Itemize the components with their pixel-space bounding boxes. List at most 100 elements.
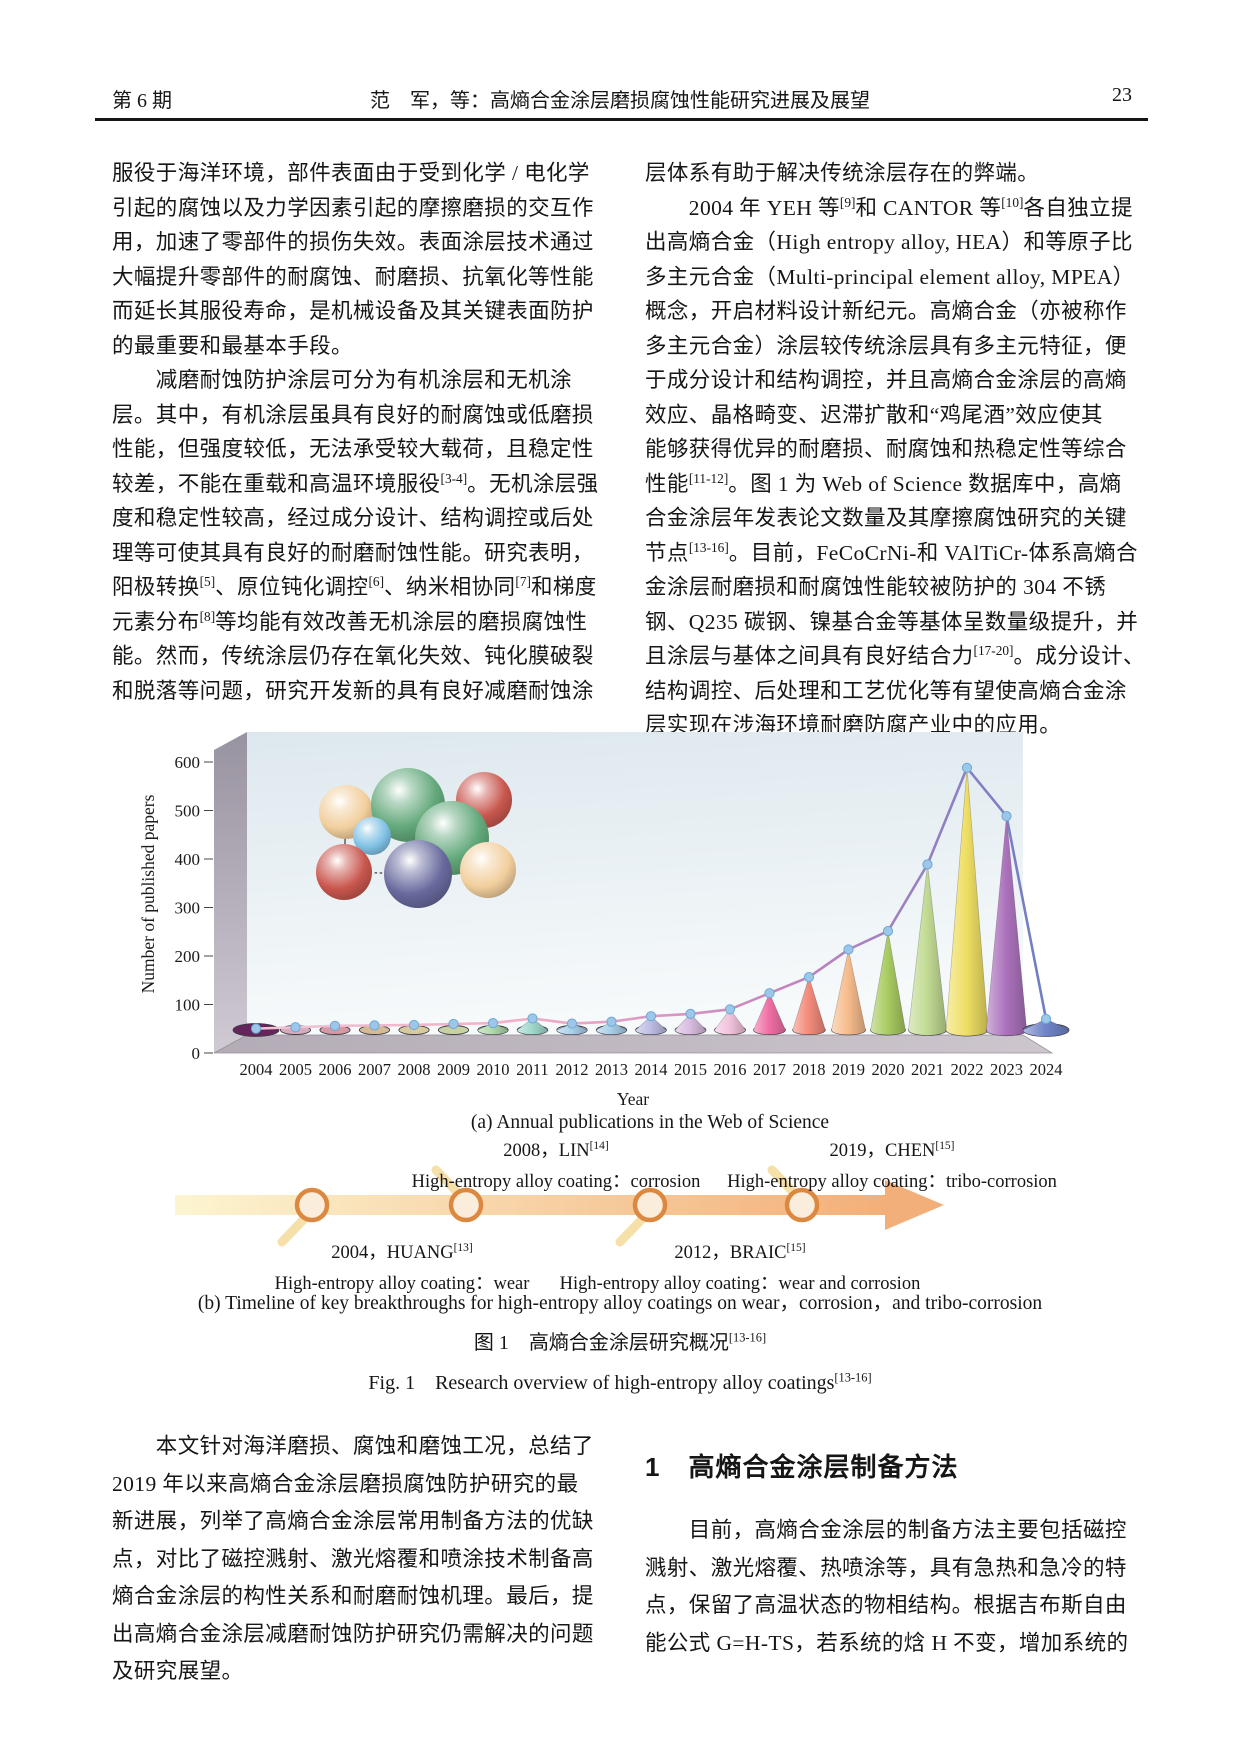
timeline-stub (431, 1165, 465, 1200)
text-line: 合金涂层年发表论文数量及其摩擦腐蚀研究的关键 (645, 506, 1127, 530)
timeline-event-title: 2012，BRAIC[15] (674, 1241, 806, 1263)
data-point-2015 (685, 1008, 696, 1019)
data-point-2007 (369, 1020, 380, 1031)
data-point-2011 (527, 1013, 538, 1024)
atom-sphere (353, 817, 391, 855)
journal-issue: 第 6 期 (112, 90, 172, 112)
data-point-2013 (606, 1016, 617, 1027)
data-point-2008 (408, 1019, 420, 1031)
chart-caption-a: (a) Annual publications in the Web of Sc… (470, 1112, 830, 1133)
text-line: 出高熵合金（High entropy alloy, HEA）和等原子比 (645, 230, 1133, 254)
text-line: 熵合金涂层的构性关系和耐磨耐蚀机理。最后，提 (112, 1584, 594, 1608)
y-tick-label: 400 (175, 850, 201, 869)
x-tick-label: 2014 (635, 1060, 668, 1079)
text-line: 的最重要和最基本手段。 (112, 333, 353, 358)
timeline-event-desc: High-entropy alloy coating：corrosion (411, 1172, 701, 1192)
x-axis-title: Year (617, 1089, 649, 1109)
text-line: 本文针对海洋磨损、腐蚀和磨蚀工况，总结了 (112, 1434, 594, 1458)
x-tick-label: 2006 (319, 1060, 352, 1079)
right-column-top: 层体系有助于解决传统涂层存在的弊端。 2004 年 YEH 等[9]和 CANT… (645, 156, 1148, 743)
right-column-bottom: 目前，高熵合金涂层的制备方法主要包括磁控 溅射、激光熔覆、热喷涂等，具有急热和急冷… (645, 1512, 1148, 1662)
text-line: 度和稳定性较高，经过成分设计、结构调控或后处 (112, 506, 594, 530)
data-point-2005 (290, 1022, 301, 1033)
cone-2016 (714, 1008, 746, 1035)
left-column-top: 服役于海洋环境，部件表面由于受到化学 / 电化学 引起的腐蚀以及力学因素引起的摩擦… (112, 156, 604, 708)
data-point-2010 (487, 1018, 499, 1029)
text-line: 而延长其服役寿命，是机械设备及其关键表面防护 (112, 299, 594, 323)
x-tick-label: 2010 (477, 1060, 510, 1079)
text-line: 新进展，列举了高熵合金涂层常用制备方法的优缺 (112, 1509, 594, 1533)
text-line: 目前，高熵合金涂层的制备方法主要包括磁控 (645, 1518, 1127, 1542)
atom-sphere (384, 840, 452, 908)
x-tick-label: 2024 (1030, 1060, 1063, 1079)
cone-2015 (674, 1013, 707, 1035)
cone-2013 (595, 1021, 628, 1035)
x-tick-label: 2007 (358, 1060, 391, 1079)
text-line: 性能，但强度较低，无法承受较大载荷，且稳定性 (112, 437, 594, 461)
text-line: 钢、Q235 碳钢、镍基合金等基体呈数量级提升，并 (645, 609, 1139, 634)
timeline-stub (767, 1165, 801, 1200)
section-heading: 1 高熵合金涂层制备方法 (645, 1447, 958, 1484)
y-tick-label: 300 (175, 899, 201, 918)
timeline-arrow-band (175, 1195, 885, 1215)
chart-left-wall (214, 732, 247, 1053)
text-line: 服役于海洋环境，部件表面由于受到化学 / 电化学 (112, 161, 590, 185)
x-tick-label: 2022 (951, 1060, 984, 1079)
text-line: 大幅提升零部件的耐腐蚀、耐磨损、抗氧化等性能 (112, 264, 594, 289)
timeline-event-2004: 2004，HUANG[13] High-entropy alloy coatin… (275, 1238, 530, 1295)
y-axis-title: Number of published papers (138, 794, 158, 993)
figure-caption-en: Fig. 1 Research overview of high-entropy… (368, 1370, 872, 1394)
timeline-node (294, 1187, 330, 1223)
data-point-2020 (882, 926, 894, 937)
timeline-event-desc: High-entropy alloy coating：tribo-corrosi… (727, 1172, 1057, 1192)
timeline-arrow-head (885, 1180, 944, 1230)
y-tick-label: 600 (175, 753, 201, 772)
text-line: 元素分布[8]等均能有效改善无机涂层的磨损腐蚀性 (112, 608, 588, 634)
text-line: 点，对比了磁控溅射、激光熔覆和喷涂技术制备高 (112, 1546, 594, 1571)
text-line: 溅射、激光熔覆、热喷涂等，具有急热和急冷的特 (645, 1555, 1127, 1580)
cone-2017 (753, 992, 786, 1035)
text-line: 阳极转换[5]、原位钝化调控[6]、纳米相协同[7]和梯度 (112, 573, 597, 599)
publications-3d-chart: 0 100 200 300 400 500 600 Number of published p… (138, 732, 1070, 1109)
data-point-2012 (566, 1018, 578, 1029)
text-line: 概念，开启材料设计新纪元。高熵合金（亦被称作 (645, 299, 1127, 323)
data-point-2006 (329, 1020, 341, 1031)
cone-2020 (870, 931, 906, 1036)
text-line: 用，加速了零部件的损伤失效。表面涂层技术通过 (112, 230, 594, 254)
section-title: 高熵合金涂层制备方法 (688, 1452, 959, 1482)
timeline-event-title: 2019，CHEN[15] (829, 1139, 955, 1161)
x-tick-label: 2023 (990, 1060, 1023, 1079)
text-line: 2004 年 YEH 等[9]和 CANTOR 等[10]各自独立提 (645, 194, 1133, 220)
timeline-event-title: 2008，LIN[14] (503, 1139, 609, 1161)
data-point-2024 (1040, 1013, 1052, 1025)
data-point-2019 (843, 944, 854, 955)
data-point-2004 (250, 1023, 262, 1034)
text-line: 性能[11-12]。图 1 为 Web of Science 数据库中，高熵 (645, 470, 1122, 496)
text-line: 点，保留了高温状态的物相结构。根据吉布斯自由 (645, 1593, 1127, 1617)
cone-2019 (831, 949, 866, 1036)
x-tick-label: 2005 (279, 1060, 312, 1079)
text-line: 较差，不能在重载和高温环境服役[3-4]。无机涂层强 (112, 470, 599, 496)
data-point-2023 (1001, 811, 1012, 822)
cone-2018 (792, 976, 826, 1035)
atom-sphere (316, 844, 372, 900)
x-tick-label: 2013 (595, 1060, 628, 1079)
running-title: 范 军，等：高熵合金涂层磨损腐蚀性能研究进展及展望 (370, 90, 870, 112)
text-line: 理等可使其具有良好的耐磨耐蚀性能。研究表明， (112, 540, 594, 565)
x-tick-label: 2004 (240, 1060, 273, 1079)
x-tick-label: 2021 (911, 1060, 944, 1079)
text-line: 能。然而，传统涂层仍存在氧化失效、钝化膜破裂 (112, 644, 594, 668)
text-line: 层体系有助于解决传统涂层存在的弊端。 (645, 161, 1040, 185)
y-tick-label: 100 (175, 996, 201, 1015)
cone-2012 (556, 1023, 588, 1035)
y-tick-label: 200 (175, 947, 201, 966)
timeline-event-desc: High-entropy alloy coating：wear and corr… (559, 1274, 921, 1294)
cone-2011 (516, 1018, 549, 1035)
text-line: 能公式 G=H-TS，若系统的焓 H 不变，增加系统的 (645, 1630, 1129, 1655)
x-tick-label: 2017 (753, 1060, 786, 1079)
timeline-event-2008: 2008，LIN[14] High-entropy alloy coating：… (412, 1136, 701, 1193)
cone-2014 (635, 1015, 667, 1035)
data-point-2018 (803, 972, 815, 983)
x-tick-label: 2020 (872, 1060, 905, 1079)
text-line: 减磨耐蚀防护涂层可分为有机涂层和无机涂 (112, 368, 572, 392)
